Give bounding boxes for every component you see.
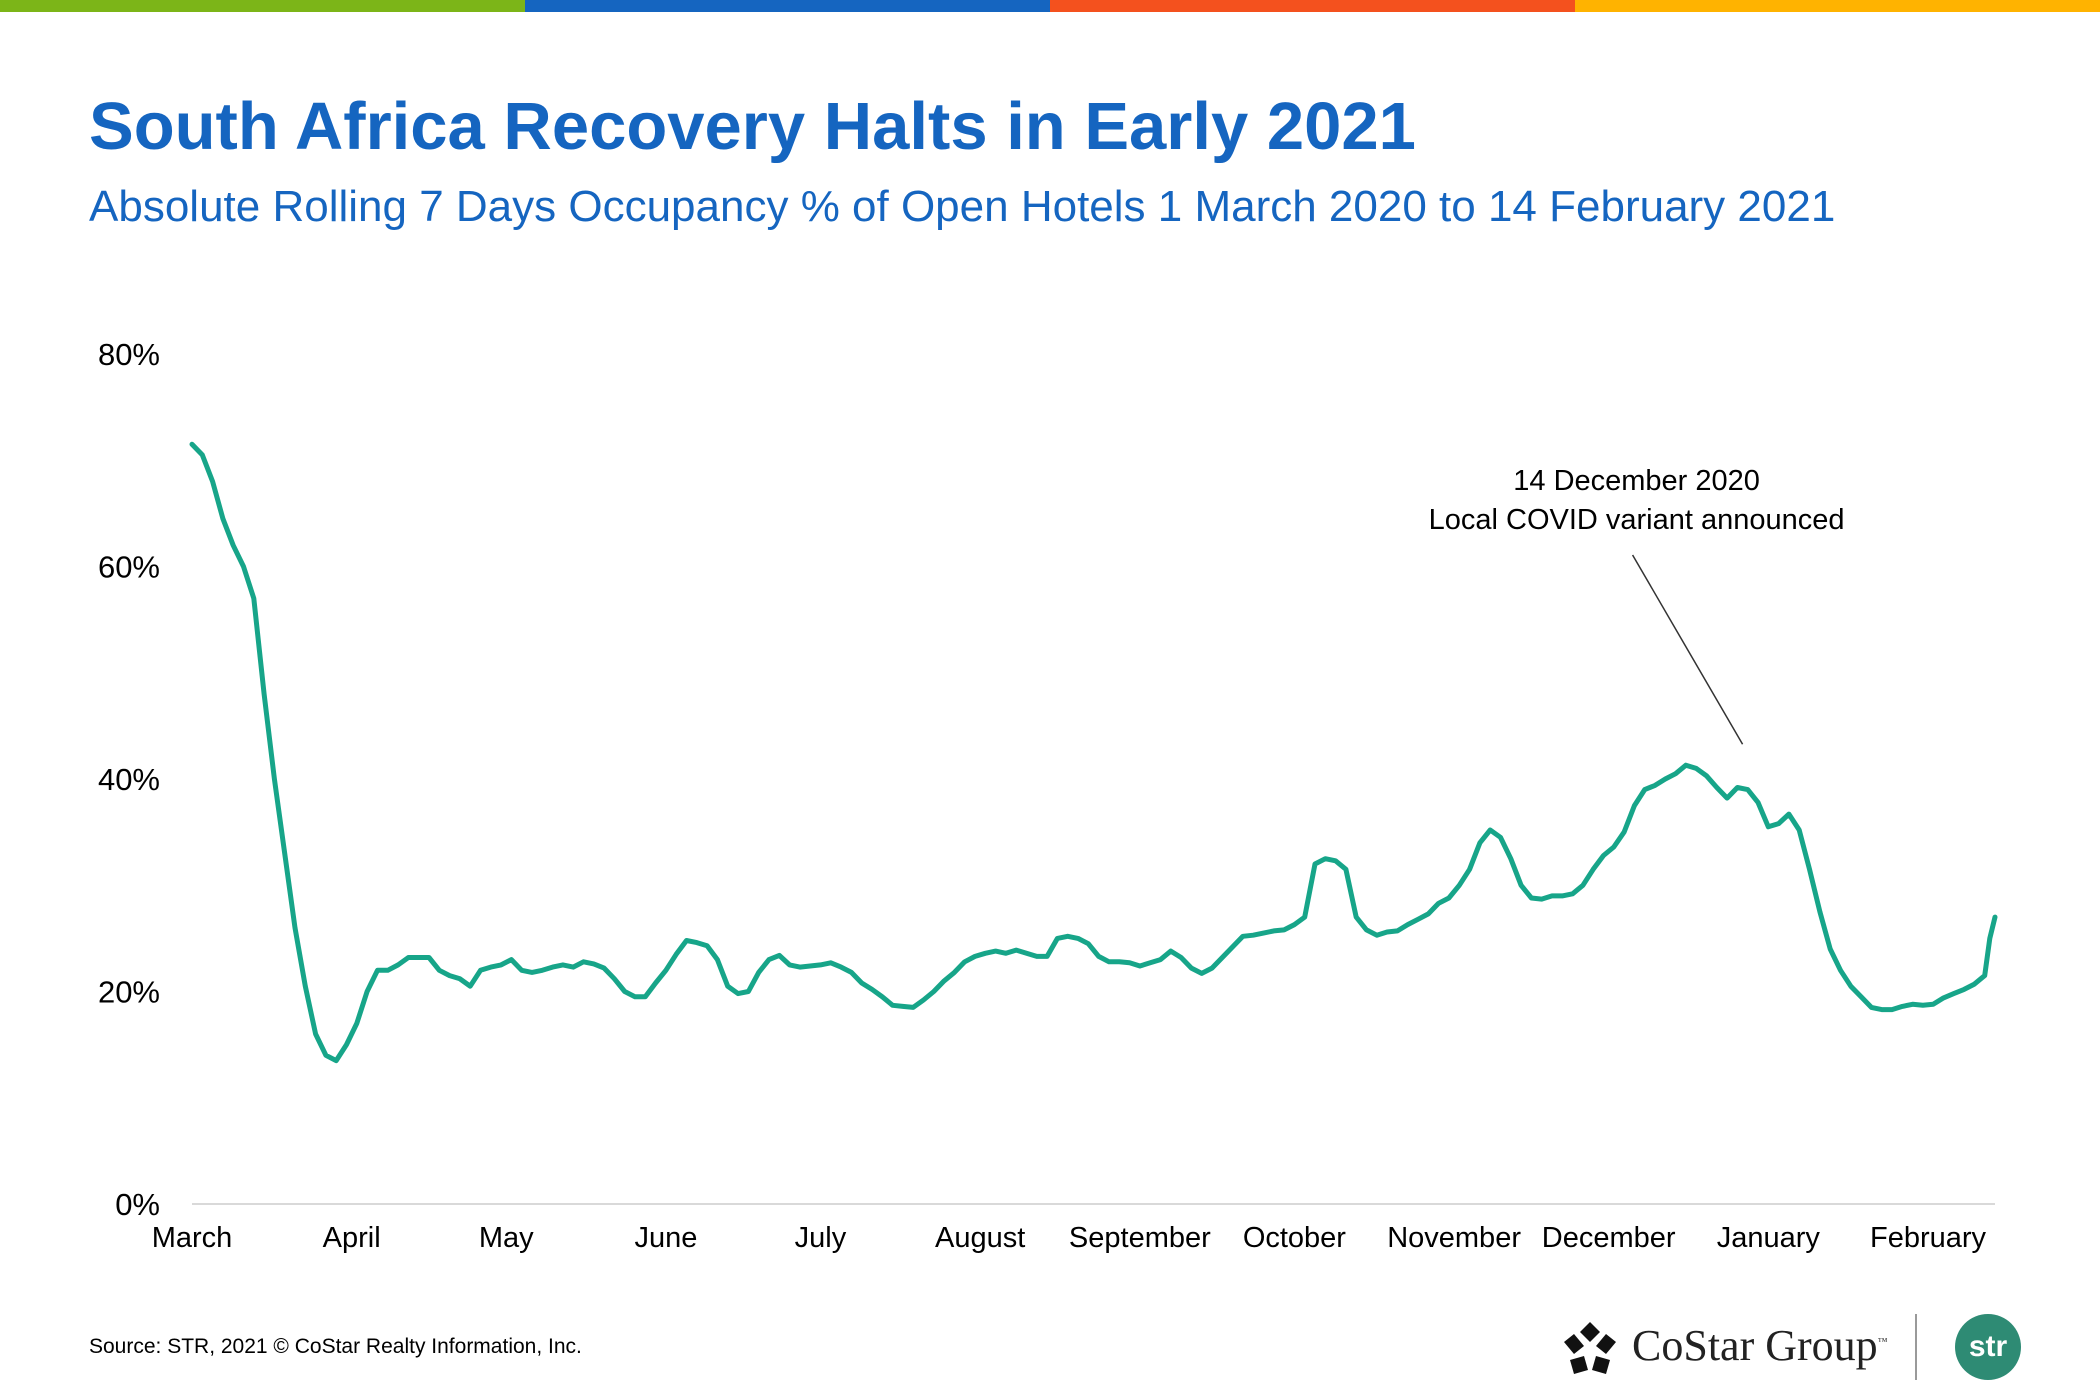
logo-divider (1915, 1314, 1917, 1380)
annotation-date-label: 14 December 2020 (1513, 465, 1760, 497)
costar-name: CoStar Group (1632, 1321, 1878, 1370)
stripe-green (0, 0, 525, 12)
x-tick-label: January (1717, 1222, 1821, 1254)
costar-logo-text: CoStar Group™ (1632, 1320, 1887, 1371)
costar-logo-icon (1564, 1322, 1616, 1374)
source-note: Source: STR, 2021 © CoStar Realty Inform… (89, 1335, 582, 1358)
x-tick-label: November (1387, 1222, 1521, 1254)
str-logo-text: str (1968, 1330, 2008, 1363)
str-logo: str (1955, 1314, 2021, 1380)
x-tick-label: March (152, 1222, 233, 1254)
x-tick-label: October (1243, 1222, 1346, 1254)
x-tick-label: July (795, 1222, 847, 1254)
x-tick-label: April (323, 1222, 381, 1254)
x-tick-label: February (1870, 1222, 1987, 1254)
annotation: 14 December 2020 Local COVID variant ann… (1429, 465, 1845, 745)
x-axis: March April May June July August September Octo… (152, 1222, 1987, 1254)
y-tick-label: 40% (98, 762, 160, 797)
chart-title: South Africa Recovery Halts in Early 202… (89, 89, 1416, 164)
y-axis: 0% 20% 40% 60% 80% (98, 337, 160, 1222)
occupancy-series-line (189, 441, 1998, 1064)
y-tick-label: 60% (98, 550, 160, 585)
x-tick-label: August (935, 1222, 1025, 1254)
color-stripe (0, 0, 2100, 12)
costar-trademark: ™ (1877, 1336, 1888, 1348)
y-tick-label: 20% (98, 975, 160, 1010)
occupancy-line-chart: 0% 20% 40% 60% 80% March April May June July Augu… (98, 337, 1998, 1254)
y-tick-label: 80% (98, 337, 160, 372)
x-tick-label: December (1542, 1222, 1676, 1254)
annotation-event-label: Local COVID variant announced (1429, 504, 1845, 536)
x-tick-label: May (479, 1222, 534, 1254)
stripe-orange (1050, 0, 1575, 12)
stripe-blue (525, 0, 1050, 12)
annotation-leader-line (1631, 554, 1744, 745)
x-tick-label: September (1069, 1222, 1211, 1254)
y-tick-label: 0% (115, 1187, 160, 1222)
logo-group: CoStar Group™ str (1560, 1310, 2030, 1390)
x-tick-label: June (634, 1222, 697, 1254)
chart-subtitle: Absolute Rolling 7 Days Occupancy % of O… (89, 182, 1836, 231)
series-group (189, 441, 1998, 1064)
stripe-yellow (1575, 0, 2100, 12)
